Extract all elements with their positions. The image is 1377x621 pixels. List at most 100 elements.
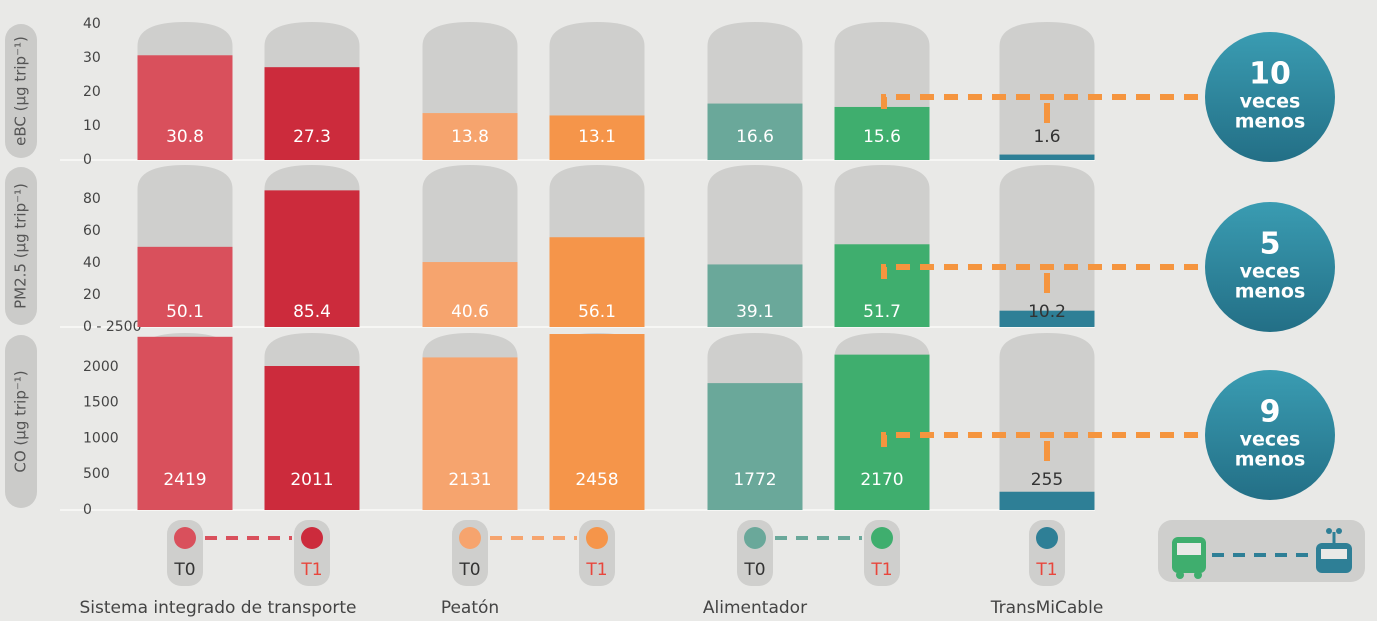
y-tick-label: 0 <box>83 502 92 518</box>
legend-label: T1 <box>1035 560 1057 580</box>
bar-track <box>999 165 1095 327</box>
bar <box>999 154 1095 160</box>
legend-label: T1 <box>585 560 607 580</box>
legend-dot <box>871 527 893 549</box>
axis-label-pill <box>5 167 37 325</box>
y-axis-label: PM2.5 (µg trip⁻¹) <box>12 183 30 309</box>
y-tick-label: 0 <box>83 152 92 168</box>
bar <box>549 237 645 327</box>
value-label: 40.6 <box>451 302 489 322</box>
bar <box>707 264 803 327</box>
callout-circle <box>1205 370 1335 500</box>
value-label: 13.1 <box>578 127 616 147</box>
bar <box>137 336 233 510</box>
callout-number: 5 <box>1260 227 1281 262</box>
value-label: 2419 <box>163 470 206 490</box>
value-label: 27.3 <box>293 127 331 147</box>
bar <box>264 67 360 160</box>
value-label: 1.6 <box>1033 127 1060 147</box>
axis-label-pill <box>5 335 37 508</box>
axis-label-pill <box>5 24 37 158</box>
value-label: 56.1 <box>578 302 616 322</box>
bar <box>707 103 803 160</box>
bar <box>137 55 233 160</box>
legend-label: T0 <box>458 560 480 580</box>
y-tick-label: 30 <box>83 50 101 66</box>
value-label: 51.7 <box>863 302 901 322</box>
bar <box>549 115 645 160</box>
group-label: TransMiCable <box>990 598 1104 618</box>
group-label: Peatón <box>441 598 499 618</box>
group-label: Alimentador <box>703 598 807 618</box>
y-tick-label: 10 <box>83 118 101 134</box>
bar <box>422 357 518 510</box>
callout-text: veces <box>1240 261 1301 283</box>
legend-dot <box>459 527 481 549</box>
y-tick-label: 80 <box>83 191 101 207</box>
callout-text: menos <box>1235 281 1306 303</box>
value-label: 15.6 <box>863 127 901 147</box>
callout-connector <box>881 94 1205 109</box>
callout-number: 10 <box>1249 57 1291 92</box>
bar <box>834 106 930 160</box>
y-tick-label: 20 <box>83 84 101 100</box>
value-label: 1772 <box>733 470 776 490</box>
callout-connector <box>881 264 1205 279</box>
y-tick-label: 40 <box>83 16 101 32</box>
y-tick-label: 500 <box>83 466 110 482</box>
legend-label: T1 <box>870 560 892 580</box>
bar <box>999 491 1095 510</box>
callout-number: 9 <box>1260 395 1281 430</box>
y-tick-label: 1000 <box>83 430 119 446</box>
bar-track <box>999 333 1095 510</box>
legend-dot <box>174 527 196 549</box>
legend-dot <box>301 527 323 549</box>
callout-circle <box>1205 202 1335 332</box>
bar <box>264 190 360 327</box>
value-label: 2011 <box>290 470 333 490</box>
value-label: 2170 <box>860 470 903 490</box>
legend-dot <box>586 527 608 549</box>
y-tick-label: 0 - 2500 <box>83 319 142 335</box>
bar <box>707 383 803 510</box>
bar <box>549 334 645 510</box>
y-tick-label: 2000 <box>83 359 119 375</box>
y-tick-label: 60 <box>83 223 101 239</box>
y-axis-label: eBC (µg trip⁻¹) <box>12 36 30 146</box>
bar <box>834 244 930 327</box>
callout-text: veces <box>1240 429 1301 451</box>
callout-text: menos <box>1235 449 1306 471</box>
bar <box>264 366 360 510</box>
y-tick-label: 40 <box>83 255 101 271</box>
legend-dot <box>744 527 766 549</box>
callout-circle <box>1205 32 1335 162</box>
group-label: Sistema integrado de transporte <box>80 598 357 618</box>
value-label: 2131 <box>448 470 491 490</box>
bar <box>137 246 233 327</box>
value-label: 10.2 <box>1028 302 1066 322</box>
transport-icon <box>1158 520 1365 582</box>
callout-connector <box>881 432 1205 447</box>
value-label: 85.4 <box>293 302 331 322</box>
callout-text: menos <box>1235 111 1306 133</box>
value-label: 30.8 <box>166 127 204 147</box>
callout-text: veces <box>1240 91 1301 113</box>
value-label: 2458 <box>575 470 618 490</box>
bar <box>422 262 518 327</box>
value-label: 255 <box>1031 470 1063 490</box>
value-label: 50.1 <box>166 302 204 322</box>
legend-label: T0 <box>173 560 195 580</box>
y-tick-label: 20 <box>83 287 101 303</box>
value-label: 13.8 <box>451 127 489 147</box>
legend-label: T1 <box>300 560 322 580</box>
legend-label: T0 <box>743 560 765 580</box>
value-label: 39.1 <box>736 302 774 322</box>
y-tick-label: 1500 <box>83 395 119 411</box>
bar <box>422 113 518 160</box>
legend-dot <box>1036 527 1058 549</box>
y-axis-label: CO (µg trip⁻¹) <box>12 370 30 472</box>
bar <box>999 310 1095 327</box>
value-label: 16.6 <box>736 127 774 147</box>
bar-track <box>999 22 1095 160</box>
